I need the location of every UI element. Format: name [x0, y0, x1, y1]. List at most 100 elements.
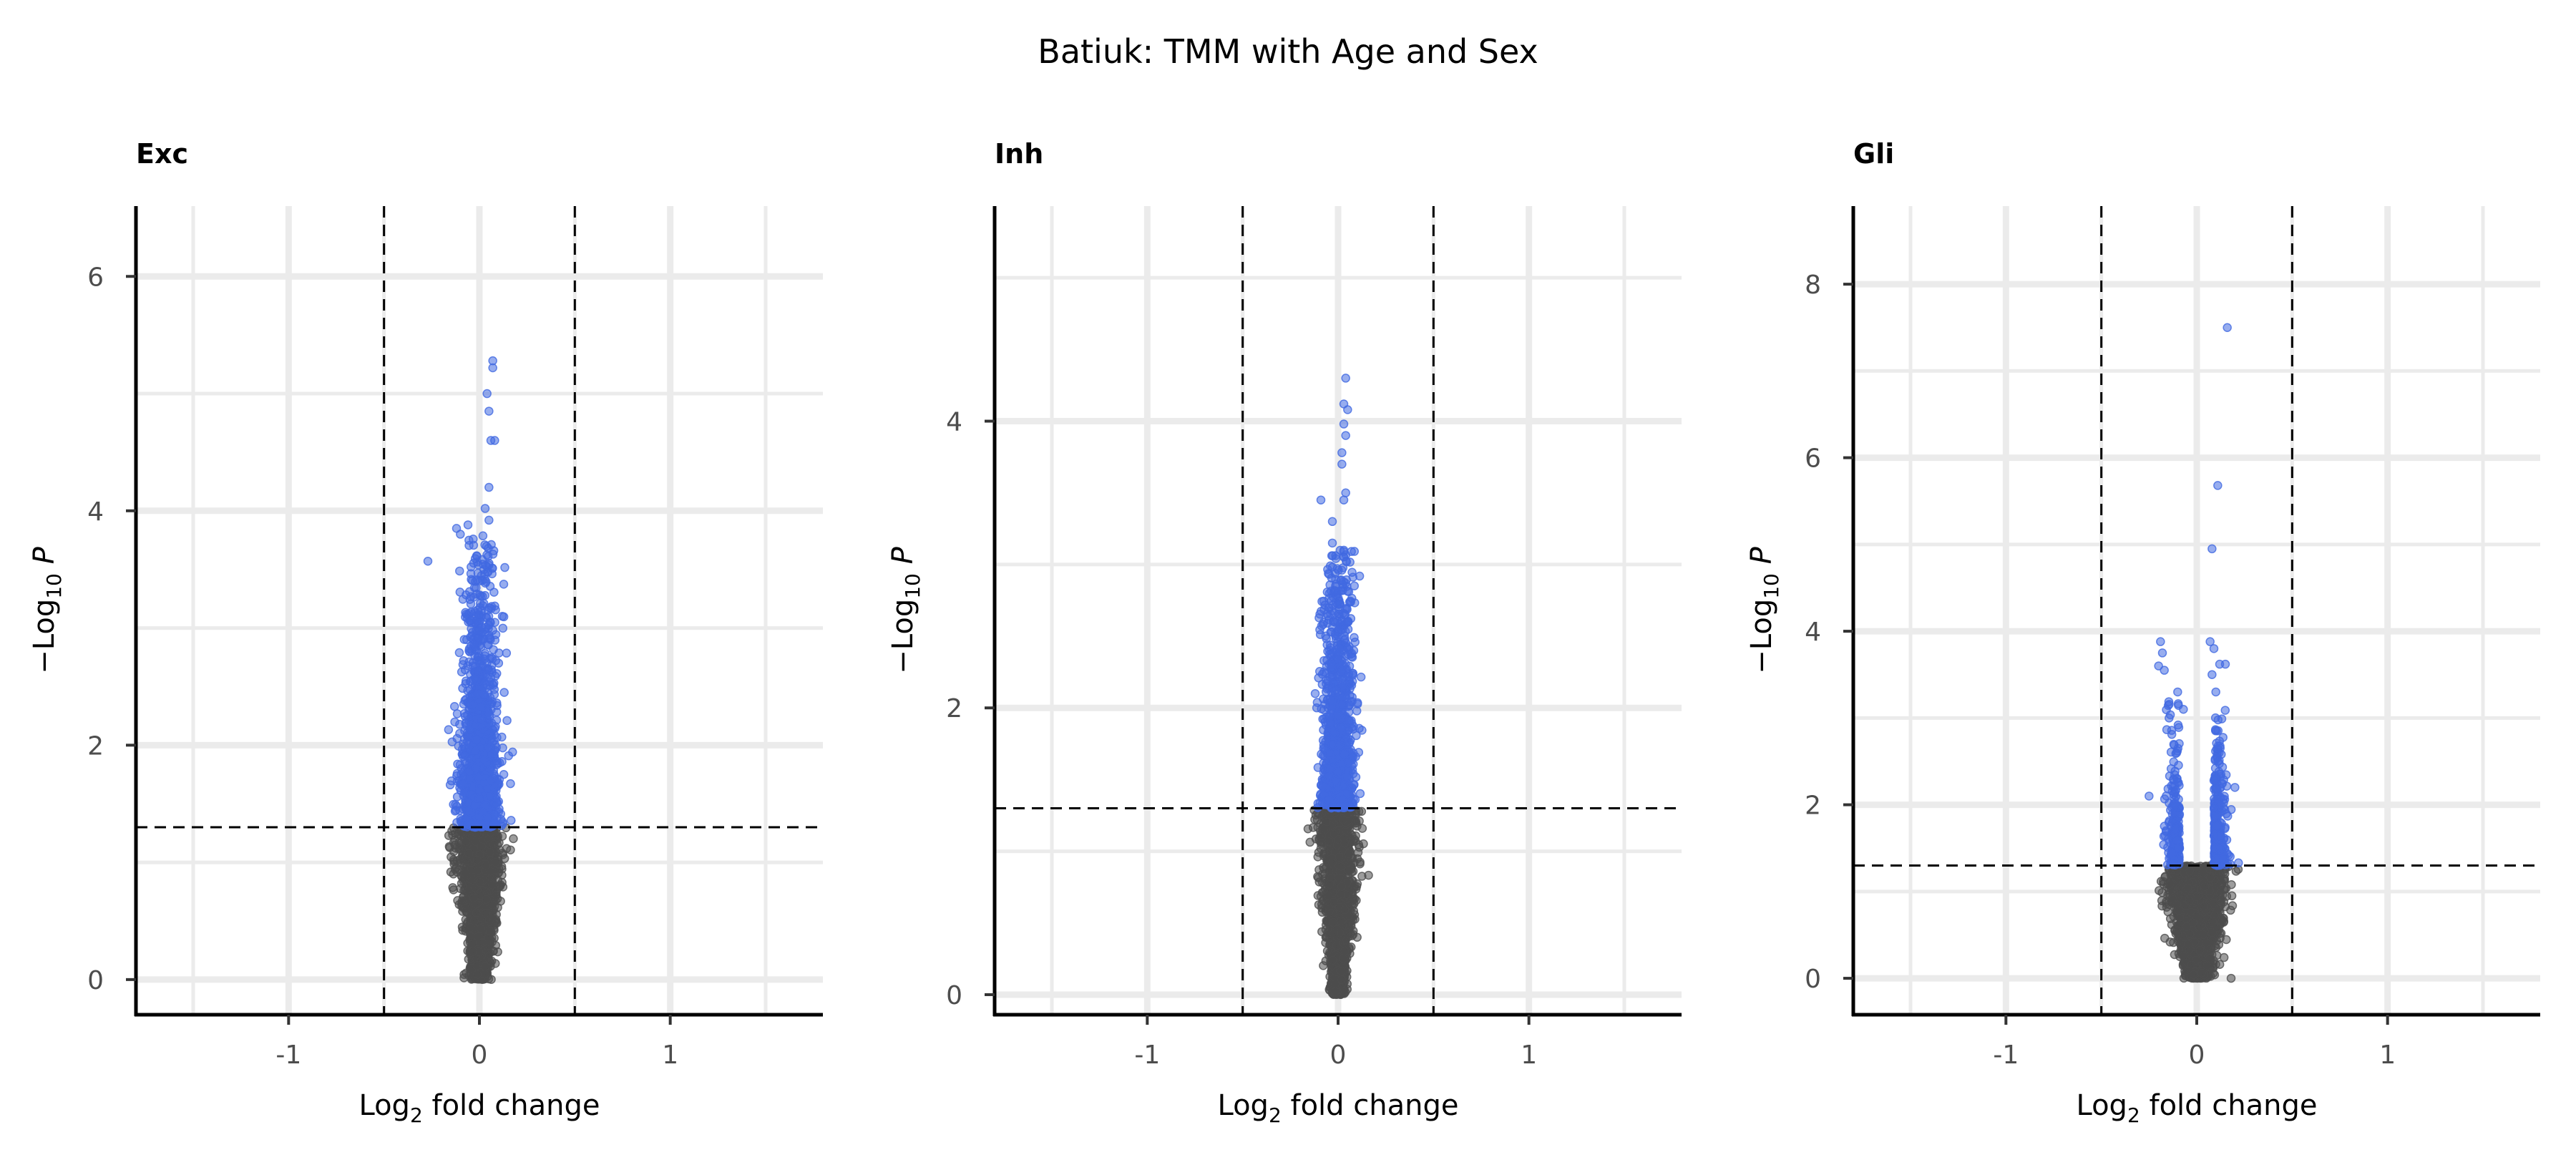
sig-point [462, 635, 472, 645]
ns-point [480, 962, 490, 971]
ns-point [1337, 966, 1346, 976]
sig-point [502, 716, 512, 726]
sig-point [480, 504, 490, 513]
sig-point [447, 776, 457, 786]
ns-point [1311, 810, 1321, 820]
ns-point [1317, 831, 1327, 841]
ns-point [459, 970, 469, 980]
sig-point [453, 759, 462, 769]
sig-point [459, 708, 469, 718]
sig-point [460, 726, 469, 736]
ns-point [1344, 865, 1353, 875]
sig-point [507, 816, 516, 825]
ns-point [1308, 823, 1318, 832]
ns-point [1337, 975, 1347, 985]
sig-point [481, 560, 490, 570]
ns-point [461, 868, 470, 878]
sig-point [497, 611, 507, 621]
ns-point [468, 947, 478, 956]
sig-point [475, 812, 485, 822]
sig-point [464, 774, 474, 784]
ns-point [472, 970, 482, 980]
panel-title: Exc [136, 138, 188, 170]
ns-point [480, 970, 489, 979]
sig-point [491, 655, 501, 666]
ns-point [1324, 891, 1333, 901]
ns-point [1337, 882, 1347, 892]
sig-point [499, 688, 509, 697]
ns-point [482, 861, 491, 870]
y-tick-label: 2 [87, 731, 104, 761]
ns-point [458, 907, 467, 916]
sig-point [474, 794, 484, 803]
sig-point [456, 530, 465, 539]
sig-point [498, 623, 508, 633]
sig-point [452, 818, 462, 827]
ns-point [1336, 862, 1346, 872]
ns-point [509, 834, 518, 844]
sig-point [449, 701, 459, 711]
sig-point [489, 685, 499, 694]
sig-point [483, 784, 492, 793]
ns-point [498, 850, 508, 859]
sig-point [472, 689, 482, 698]
ns-point [457, 879, 467, 888]
sig-point [452, 733, 462, 744]
sig-point [478, 531, 488, 541]
sig-point [423, 556, 433, 566]
sig-point [484, 791, 494, 800]
ns-point [451, 844, 461, 853]
sig-point [484, 406, 494, 416]
sig-point [479, 755, 489, 765]
y-tick-label: 6 [87, 263, 104, 292]
grid [136, 206, 823, 1015]
sig-point [489, 588, 499, 597]
sig-point [484, 743, 493, 753]
sig-point [450, 717, 459, 727]
point-cloud [423, 356, 518, 984]
ns-point [1352, 854, 1362, 864]
ns-point [1327, 858, 1337, 867]
ns-point [1334, 873, 1344, 883]
ns-point [485, 848, 494, 857]
ns-point [1319, 864, 1329, 874]
ns-point [1332, 941, 1342, 950]
ns-point [475, 877, 484, 887]
ns-point [472, 908, 482, 917]
ns-point [1313, 891, 1323, 900]
ns-point [455, 830, 464, 839]
ns-point [464, 849, 474, 859]
ns-point [1330, 929, 1339, 938]
x-tick-label: 1 [662, 1040, 678, 1070]
ns-point [1330, 897, 1339, 907]
ns-point [472, 855, 482, 864]
sig-point [489, 546, 499, 555]
ns-point [1348, 926, 1358, 936]
ns-point [1337, 889, 1346, 899]
figure-title: Batiuk: TMM with Age and Sex [1038, 32, 1538, 71]
sig-point [471, 746, 480, 755]
sig-point [490, 436, 499, 445]
ns-point [1350, 915, 1360, 924]
sig-point [485, 693, 495, 702]
ns-point [497, 870, 507, 880]
ns-point [492, 890, 501, 900]
sig-point [467, 562, 476, 572]
sig-point [489, 819, 499, 828]
sig-point [467, 624, 476, 633]
sig-point [477, 702, 486, 712]
x-axis-label: Log2 fold change [359, 1089, 600, 1127]
ns-point [489, 839, 499, 849]
sig-point [461, 608, 470, 618]
sig-point [494, 648, 504, 658]
sig-point [485, 765, 495, 775]
y-tick-label: 0 [87, 966, 104, 995]
sig-point [477, 715, 487, 725]
ns-point [487, 880, 497, 889]
sig-point [461, 590, 471, 600]
ns-point [1349, 906, 1359, 916]
ns-point [1322, 946, 1332, 956]
sig-point [472, 735, 482, 744]
sig-point [484, 677, 494, 687]
